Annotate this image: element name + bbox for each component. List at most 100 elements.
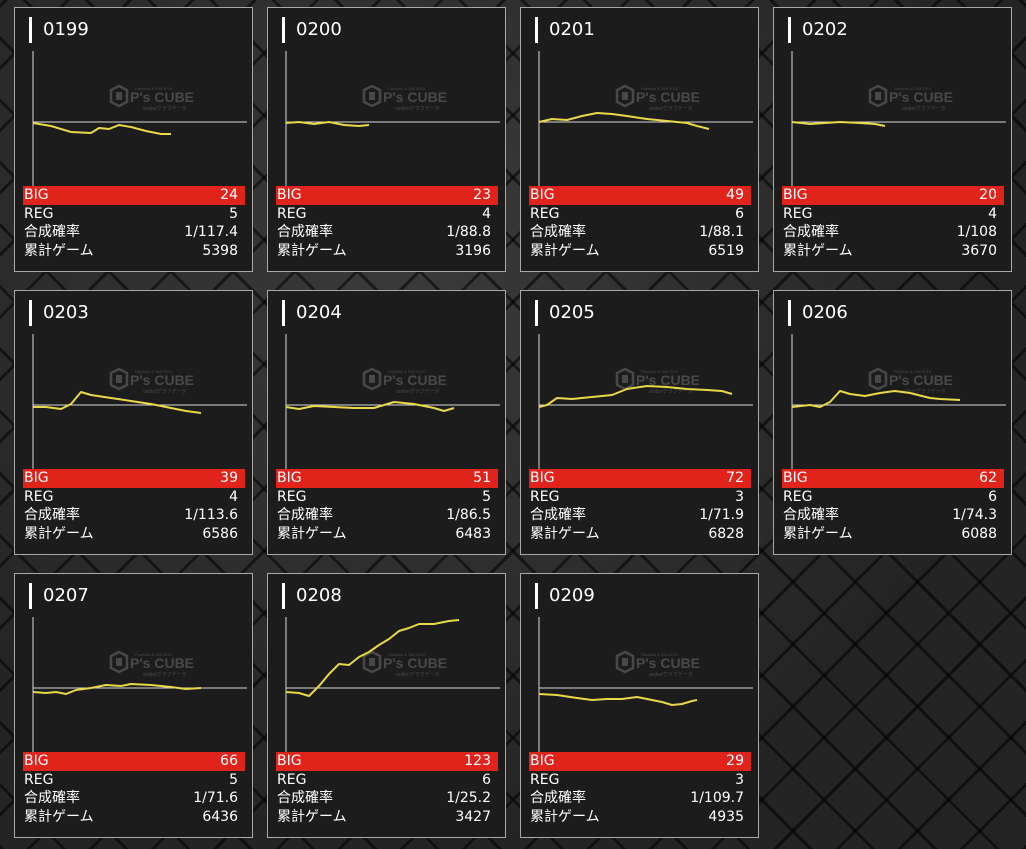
reg-value: 4 xyxy=(229,488,238,505)
games-label: 累計ゲーム xyxy=(783,242,853,259)
prob-label: 合成確率 xyxy=(530,224,586,240)
cube-icon xyxy=(868,84,888,108)
big-label: BIG xyxy=(24,753,49,769)
watermark-subline: anibo/グラフデータ xyxy=(396,671,440,678)
big-row: BIG 66 xyxy=(23,752,245,771)
stats-table: BIG 39 REG 4 合成確率 1/113.6 累計ゲーム 6586 xyxy=(23,469,245,543)
watermark-tagline: Pachislo & Slot 2019 xyxy=(388,86,426,91)
watermark-subline: anibo/グラフデータ xyxy=(396,105,440,112)
machine-id: 0200 xyxy=(282,17,342,43)
reg-value: 6 xyxy=(988,488,997,505)
games-value: 6519 xyxy=(708,242,744,259)
machine-card[interactable]: 0205 P's CUBE Pachislo & Slot 2019 anibo/グラ… xyxy=(520,290,759,555)
games-label: 累計ゲーム xyxy=(277,808,347,825)
watermark-text: P's CUBE xyxy=(889,372,953,388)
machine-id: 0208 xyxy=(282,583,342,609)
cube-icon-core xyxy=(622,375,628,383)
total-games-row: 累計ゲーム 4935 xyxy=(529,808,751,827)
watermark-subline: anibo/グラフデータ xyxy=(143,388,187,395)
slump-line xyxy=(285,121,370,127)
watermark-text: P's CUBE xyxy=(130,655,194,671)
prob-value: 1/74.3 xyxy=(952,507,997,523)
machine-card[interactable]: 0202 P's CUBE Pachislo & Slot 2019 anibo/グラ… xyxy=(773,7,1012,272)
prob-label: 合成確率 xyxy=(24,507,80,523)
stats-table: BIG 62 REG 6 合成確率 1/74.3 累計ゲーム 6088 xyxy=(782,469,1004,543)
cube-icon xyxy=(615,650,635,674)
watermark-text: P's CUBE xyxy=(889,89,953,105)
watermark-tagline: Pachislo & Slot 2019 xyxy=(135,652,173,657)
machine-id: 0209 xyxy=(535,583,595,609)
reg-row: REG 4 xyxy=(23,488,245,507)
watermark-subline: anibo/グラフデータ xyxy=(143,671,187,678)
reg-row: REG 5 xyxy=(23,771,245,790)
slump-line xyxy=(32,683,202,695)
big-label: BIG xyxy=(24,470,49,486)
machine-card[interactable]: 0207 P's CUBE Pachislo & Slot 2019 anibo/グラ… xyxy=(14,573,253,838)
reg-row: REG 6 xyxy=(782,488,1004,507)
reg-label: REG xyxy=(277,205,307,222)
prob-label: 合成確率 xyxy=(277,507,333,523)
cube-icon xyxy=(868,367,888,391)
prob-value: 1/88.1 xyxy=(699,224,744,240)
machine-card[interactable]: 0201 P's CUBE Pachislo & Slot 2019 anibo/グラ… xyxy=(520,7,759,272)
watermark-subline: anibo/グラフデータ xyxy=(649,105,693,112)
prob-label: 合成確率 xyxy=(24,224,80,240)
games-value: 4935 xyxy=(708,808,744,825)
reg-row: REG 5 xyxy=(276,488,498,507)
reg-label: REG xyxy=(277,771,307,788)
big-label: BIG xyxy=(783,470,808,486)
big-row: BIG 72 xyxy=(529,469,751,488)
games-label: 累計ゲーム xyxy=(24,242,94,259)
big-label: BIG xyxy=(530,187,555,203)
machine-card[interactable]: 0203 P's CUBE Pachislo & Slot 2019 anibo/グラ… xyxy=(14,290,253,555)
prob-value: 1/117.4 xyxy=(184,224,238,240)
total-games-row: 累計ゲーム 3196 xyxy=(276,242,498,261)
reg-value: 4 xyxy=(482,205,491,222)
reg-value: 6 xyxy=(735,205,744,222)
games-value: 3670 xyxy=(961,242,997,259)
machine-card[interactable]: 0209 P's CUBE Pachislo & Slot 2019 anibo/グラ… xyxy=(520,573,759,838)
games-label: 累計ゲーム xyxy=(530,525,600,542)
reg-label: REG xyxy=(530,771,560,788)
big-row: BIG 29 xyxy=(529,752,751,771)
big-value: 20 xyxy=(979,187,997,203)
reg-label: REG xyxy=(530,205,560,222)
cube-icon xyxy=(109,84,129,108)
reg-value: 6 xyxy=(482,771,491,788)
reg-label: REG xyxy=(530,488,560,505)
games-value: 6828 xyxy=(708,525,744,542)
total-games-row: 累計ゲーム 6483 xyxy=(276,525,498,544)
machine-card[interactable]: 0208 P's CUBE Pachislo & Slot 2019 anibo/グラ… xyxy=(267,573,506,838)
reg-value: 3 xyxy=(735,771,744,788)
machine-card[interactable]: 0199 P's CUBE Pachislo & Slot 2019 anibo/グラ… xyxy=(14,7,253,272)
big-value: 29 xyxy=(726,753,744,769)
big-value: 39 xyxy=(220,470,238,486)
games-label: 累計ゲーム xyxy=(277,242,347,259)
machine-card[interactable]: 0204 P's CUBE Pachislo & Slot 2019 anibo/グラ… xyxy=(267,290,506,555)
big-row: BIG 39 xyxy=(23,469,245,488)
big-label: BIG xyxy=(24,187,49,203)
watermark-subline: anibo/グラフデータ xyxy=(902,105,946,112)
games-value: 6088 xyxy=(961,525,997,542)
cube-icon-core xyxy=(622,658,628,666)
reg-label: REG xyxy=(783,488,813,505)
stats-table: BIG 72 REG 3 合成確率 1/71.9 累計ゲーム 6828 xyxy=(529,469,751,543)
machine-card[interactable]: 0206 P's CUBE Pachislo & Slot 2019 anibo/グラ… xyxy=(773,290,1012,555)
probability-row: 合成確率 1/86.5 xyxy=(276,506,498,525)
big-label: BIG xyxy=(277,187,302,203)
games-value: 3427 xyxy=(455,808,491,825)
probability-row: 合成確率 1/108 xyxy=(782,223,1004,242)
machine-id: 0199 xyxy=(29,17,89,43)
big-row: BIG 62 xyxy=(782,469,1004,488)
machine-card[interactable]: 0200 P's CUBE Pachislo & Slot 2019 anibo/グラ… xyxy=(267,7,506,272)
watermark-tagline: Pachislo & Slot 2019 xyxy=(641,652,679,657)
